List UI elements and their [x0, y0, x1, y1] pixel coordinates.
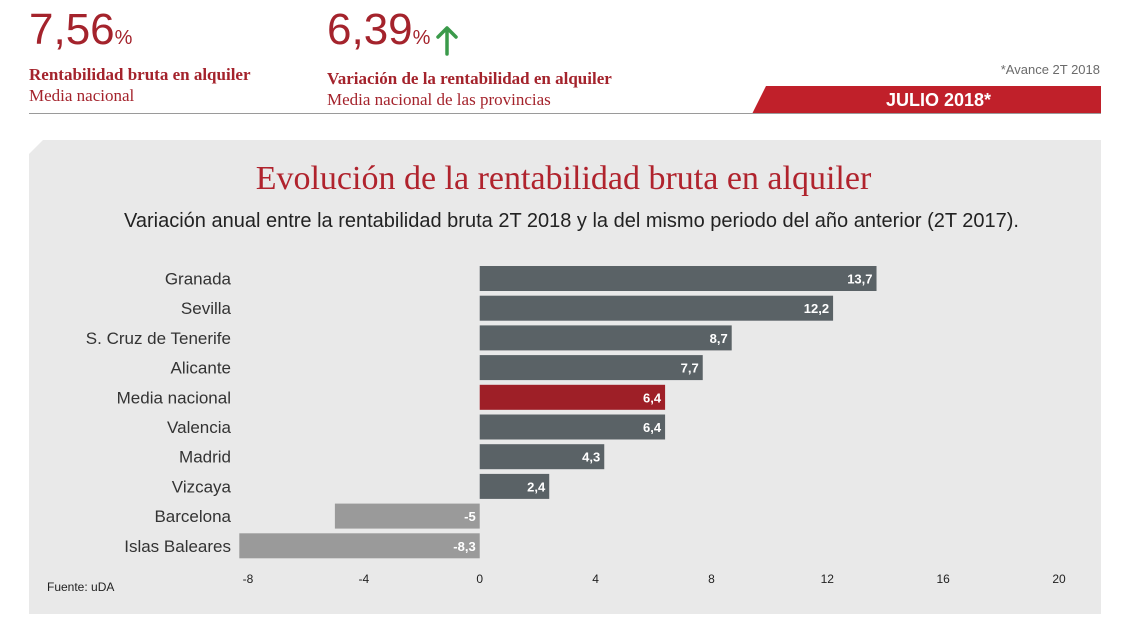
category-label: Madrid	[179, 448, 231, 467]
chart-title: Evolución de la rentabilidad bruta en al…	[255, 160, 872, 197]
bar-3	[479, 355, 703, 381]
category-label: S. Cruz de Tenerife	[86, 329, 231, 348]
category-label: Vizcaya	[172, 477, 232, 496]
source-note: Fuente: uDA	[47, 580, 115, 594]
chart-subtitle: Variación anual entre la rentabilidad br…	[124, 210, 1019, 232]
kpi-rentabilidad-subtitle: Media nacional	[29, 86, 135, 105]
kpi-variacion: 6,39% Variación de la rentabilidad en al…	[327, 4, 612, 110]
category-label: Valencia	[167, 418, 231, 437]
bar-6	[479, 444, 605, 470]
x-tick-label: 4	[592, 572, 599, 586]
value-label: -8,3	[453, 539, 475, 554]
bar-1	[479, 295, 834, 321]
arrow-up-icon	[436, 16, 459, 68]
header-divider	[29, 113, 1101, 114]
kpi-rentabilidad-value: 7,56%	[29, 5, 133, 54]
x-tick-label: 20	[1052, 572, 1066, 586]
date-band: JULIO 2018*	[752, 86, 1101, 114]
category-label: Alicante	[171, 359, 231, 378]
value-label: 6,4	[643, 390, 662, 405]
value-label: 12,2	[804, 301, 829, 316]
value-label: -5	[464, 509, 476, 524]
date-label: JULIO 2018*	[885, 90, 991, 110]
bar-0	[479, 266, 877, 291]
x-tick-label: -4	[359, 572, 370, 586]
category-label: Sevilla	[181, 299, 232, 318]
x-tick-label: 0	[476, 572, 483, 586]
value-label: 6,4	[643, 420, 662, 435]
bar-7	[479, 473, 550, 499]
kpi-variacion-value: 6,39%	[327, 4, 612, 68]
value-label: 2,4	[527, 479, 546, 494]
bar-8	[334, 503, 480, 529]
bar-2	[479, 325, 732, 351]
kpi-rentabilidad: 7,56% Rentabilidad bruta en alquiler Med…	[29, 4, 251, 106]
value-label: 8,7	[710, 331, 728, 346]
value-label: 4,3	[582, 450, 600, 465]
bar-5	[479, 414, 666, 440]
bar-4	[479, 384, 666, 410]
advance-note: *Avance 2T 2018	[1000, 62, 1100, 77]
category-label: Islas Baleares	[124, 537, 231, 556]
bar-9	[239, 533, 480, 559]
value-label: 7,7	[681, 361, 699, 376]
category-label: Barcelona	[154, 507, 231, 526]
x-tick-label: 8	[708, 572, 715, 586]
x-tick-label: -8	[243, 572, 254, 586]
kpi-variacion-title: Variación de la rentabilidad en alquiler	[327, 69, 612, 88]
value-label: 13,7	[847, 272, 872, 287]
kpi-variacion-subtitle: Media nacional de las provincias	[327, 90, 551, 109]
category-label: Granada	[165, 270, 232, 289]
category-label: Media nacional	[117, 388, 231, 407]
x-tick-label: 12	[821, 572, 835, 586]
kpi-rentabilidad-title: Rentabilidad bruta en alquiler	[29, 65, 251, 84]
x-tick-label: 16	[936, 572, 950, 586]
